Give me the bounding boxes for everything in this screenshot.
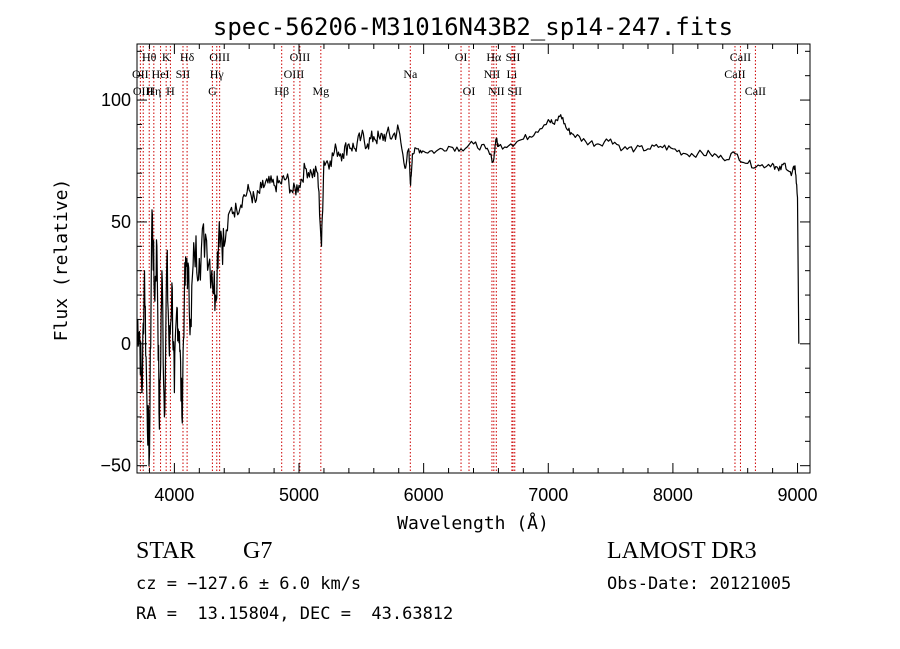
line-label: OIII bbox=[133, 84, 154, 98]
line-label: NII bbox=[484, 67, 501, 81]
line-label: OI bbox=[455, 50, 468, 64]
survey-name: LAMOST DR3 bbox=[607, 538, 757, 564]
y-tick-label: 100 bbox=[101, 90, 131, 110]
line-label: OIII bbox=[290, 50, 311, 64]
line-label: Mg bbox=[312, 84, 329, 98]
x-tick-label: 7000 bbox=[528, 485, 568, 505]
y-tick-label: −50 bbox=[100, 456, 131, 476]
line-label: Hγ bbox=[210, 67, 225, 81]
line-label: Hθ bbox=[142, 50, 157, 64]
line-label: OIII bbox=[209, 50, 230, 64]
x-tick-label: 6000 bbox=[404, 485, 444, 505]
x-tick-label: 8000 bbox=[653, 485, 693, 505]
line-label: K bbox=[162, 50, 171, 64]
line-label: Na bbox=[403, 67, 418, 81]
observation-date: Obs-Date: 20121005 bbox=[607, 574, 792, 594]
line-label: Hη bbox=[146, 84, 161, 98]
line-label: Li bbox=[507, 67, 518, 81]
plot-frame bbox=[136, 43, 811, 474]
line-label: OII bbox=[132, 67, 149, 81]
line-label: Hα bbox=[486, 50, 502, 64]
sky-coordinates: RA = 13.15804, DEC = 43.63812 bbox=[136, 604, 454, 624]
emission-line-markers bbox=[139, 46, 756, 473]
x-tick-label: 9000 bbox=[778, 485, 818, 505]
line-label: CaII bbox=[745, 84, 766, 98]
line-label: NII bbox=[488, 84, 505, 98]
y-tick-label: 0 bbox=[121, 334, 131, 354]
object-class: STAR bbox=[136, 538, 196, 564]
line-label: Hβ bbox=[274, 84, 289, 98]
redshift-velocity: cz = −127.6 ± 6.0 km/s bbox=[136, 574, 362, 594]
line-label: Hδ bbox=[180, 50, 195, 64]
y-axis: −50 0 50 100 bbox=[100, 50, 810, 476]
spectrum-line bbox=[136, 114, 800, 467]
line-label: OIII bbox=[284, 67, 305, 81]
line-label: CaII bbox=[724, 67, 745, 81]
x-tick-label: 5000 bbox=[279, 485, 319, 505]
line-label: HeI bbox=[152, 67, 170, 81]
line-label: SII bbox=[176, 67, 191, 81]
line-label: SII bbox=[507, 84, 522, 98]
line-label: CaII bbox=[730, 50, 751, 64]
chart-title: spec-56206-M31016N43B2_sp14-247.fits bbox=[213, 13, 733, 41]
line-label: G bbox=[208, 84, 217, 98]
y-tick-label: 50 bbox=[111, 212, 131, 232]
line-label: H bbox=[166, 84, 175, 98]
x-axis-label: Wavelength (Å) bbox=[397, 512, 549, 534]
line-label: OI bbox=[463, 84, 476, 98]
object-subclass: G7 bbox=[243, 538, 273, 564]
line-label: SII bbox=[506, 50, 521, 64]
y-axis-label: Flux (relative) bbox=[51, 179, 72, 342]
x-axis: 4000 5000 6000 7000 8000 9000 bbox=[148, 44, 818, 505]
x-tick-label: 4000 bbox=[154, 485, 194, 505]
